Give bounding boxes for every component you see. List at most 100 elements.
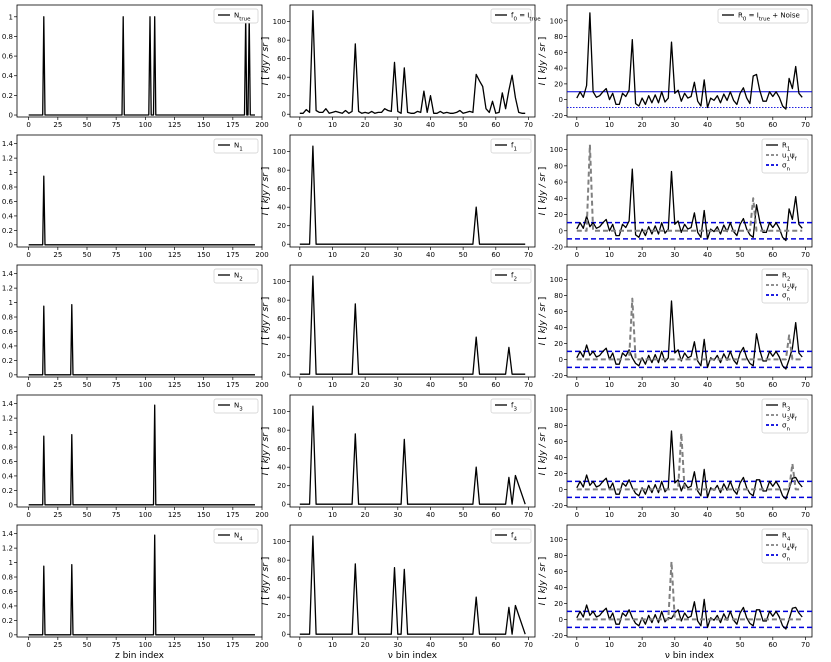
axes-frame [566,264,813,378]
y-tick-label: 1 [9,299,13,307]
y-tick-label: -20 [552,502,563,510]
x-tick-label: 150 [197,251,210,259]
y-tick-label: 0.6 [2,588,14,596]
x-tick-label: 50 [459,251,468,259]
axes-frame [289,524,536,638]
legend-label: σn [782,552,790,563]
y-tick-label: 20 [277,482,286,490]
y-tick-label: 40 [554,324,563,332]
y-tick-label: 0 [9,631,13,639]
x-tick-label: 10 [605,511,614,519]
y-tick-label: 80 [277,557,286,565]
x-tick-label: 100 [139,511,152,519]
x-tick-label: 40 [426,641,435,649]
x-tick-label: 30 [393,121,402,129]
series-line-N2 [28,304,255,376]
series-line-f1 [299,145,526,245]
x-tick-label: 70 [801,641,810,649]
x-tick-label: 70 [801,511,810,519]
x-tick-label: 60 [768,251,777,259]
y-tick-label: 40 [277,74,286,82]
x-tick-label: 0 [298,251,302,259]
y-tick-label: 80 [554,33,563,41]
legend-label: f4 [511,532,517,543]
y-axis-label: I [ kJy / sr ] [538,557,548,606]
x-tick-label: 60 [491,121,500,129]
x-tick-label: 0 [298,641,302,649]
y-tick-label: 0.6 [2,53,14,61]
series-line-R0ItrueNoise [576,12,803,110]
legend-label: R0 = Itrue + Noise [738,12,800,23]
y-tick-label: 1.4 [2,530,14,538]
y-tick-label: 80 [277,167,286,175]
axes-frame [16,524,263,638]
y-tick-label: 100 [550,146,563,154]
legend: Ntrue [213,8,259,24]
x-tick-label: 30 [670,511,679,519]
series-line-f2 [299,275,526,375]
x-tick-label: 20 [638,511,647,519]
y-tick-label: 0 [9,241,13,249]
x-tick-label: 0 [26,251,30,259]
legend: R0 = Itrue + Noise [717,8,809,24]
y-axis-label: I [ kJy / sr ] [261,557,271,606]
x-tick-label: 60 [768,121,777,129]
series-line-N4 [28,534,255,636]
y-tick-label: 0 [559,356,563,364]
axes-frame [566,4,813,118]
y-tick-label: 0.6 [2,458,14,466]
x-tick-label: 150 [197,121,210,129]
x-tick-label: 175 [226,381,239,389]
legend-label: R3 [782,402,791,413]
x-tick-label: 200 [255,381,268,389]
y-tick-label: 60 [554,308,563,316]
x-tick-label: 75 [112,121,121,129]
y-tick-label: 60 [277,575,286,583]
y-tick-label: 0.4 [2,72,14,80]
y-tick-label: 1.4 [2,140,14,148]
x-tick-label: 75 [112,251,121,259]
y-tick-label: 100 [273,148,286,156]
y-tick-label: 0.6 [2,198,14,206]
y-tick-label: 1.4 [2,270,14,278]
y-tick-label: 20 [277,222,286,230]
x-tick-label: 0 [575,511,579,519]
y-tick-label: 80 [554,422,563,430]
panel-f1: 0 10 20 30 40 50 60 70 0 20 40 60 80 100 I [ kJy / sr … [261,134,536,259]
y-tick-label: 0.4 [2,212,14,220]
x-tick-label: 75 [112,641,121,649]
y-tick-label: 80 [554,162,563,170]
panel-N1: 0 25 50 75 100 125 150 175 200 0 0.2 0.4 0.6 0.8 1 1.2 1… [2,134,269,259]
plot-area [567,12,812,110]
legend: N4 [213,528,259,544]
y-tick-label: -20 [552,372,563,380]
plot-area [567,430,812,500]
series-line-u3f [576,432,803,491]
x-tick-label: 150 [197,381,210,389]
series-line-u2f [576,297,803,361]
x-tick-label: 200 [255,641,268,649]
x-tick-label: 175 [226,121,239,129]
panel-N_true: 025507510012515017520000.20.40.60.81NNtr… [2,4,269,129]
y-tick-label: 0.4 [2,602,14,610]
x-tick-label: 0 [26,121,30,129]
y-tick-label: 40 [554,454,563,462]
x-tick-label: 60 [491,641,500,649]
plot-area [299,275,526,375]
axes-frame [16,134,263,248]
y-tick-label: 80 [554,552,563,560]
y-axis-label: I [ kJy / sr ] [261,37,271,86]
axes-frame [566,524,813,638]
x-tick-label: 30 [670,121,679,129]
y-tick-label: 60 [277,55,286,63]
y-tick-label: 0 [559,486,563,494]
axes-frame [289,4,536,118]
series-line-R2 [576,300,803,370]
x-tick-label: 0 [575,251,579,259]
x-tick-label: 125 [168,641,181,649]
y-tick-label: 0.2 [2,357,13,365]
x-tick-label: 75 [112,381,121,389]
legend-label: f2 [511,272,517,283]
plot-area [567,560,812,630]
x-tick-label: 0 [575,641,579,649]
